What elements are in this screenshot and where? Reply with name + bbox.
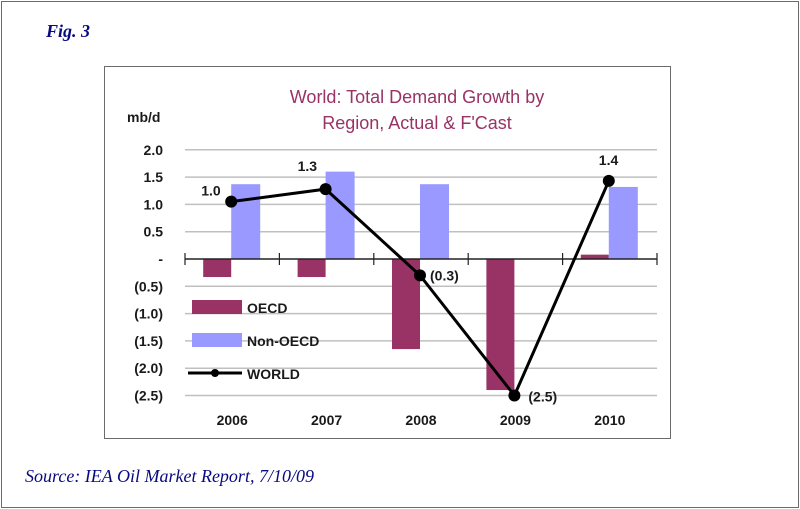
- y-tick-label: -: [158, 251, 163, 267]
- bar-non-oecd-2008: [420, 184, 449, 259]
- bar-non-oecd-2007: [325, 171, 355, 259]
- x-axis-ticks: 2006 2007 2008 2009 2010: [217, 412, 626, 428]
- world-data-label-2007: 1.3: [298, 158, 318, 174]
- x-tick-label: 2008: [405, 412, 436, 428]
- x-tick-label: 2006: [217, 412, 248, 428]
- chart-title-line-1: World: Total Demand Growth by: [290, 87, 544, 107]
- world-data-label-2006: 1.0: [201, 183, 221, 199]
- legend: OECD Non-OECD WORLD: [188, 300, 319, 382]
- legend-label-world: WORLD: [247, 366, 300, 382]
- legend-swatch-oecd: [192, 300, 242, 314]
- demand-growth-chart: World: Total Demand Growth by Region, Ac…: [127, 87, 658, 428]
- y-tick-label: (2.0): [134, 360, 163, 376]
- world-point-2006: [225, 195, 238, 208]
- chart-container: World: Total Demand Growth by Region, Ac…: [104, 66, 671, 439]
- legend-label-oecd: OECD: [247, 300, 287, 316]
- world-point-2007: [319, 183, 332, 196]
- world-point-2008: [414, 269, 426, 282]
- x-tick-label: 2010: [594, 412, 625, 428]
- world-data-label-2009: (2.5): [528, 389, 557, 405]
- x-axis: [184, 253, 658, 265]
- world-data-label-2008: (0.3): [430, 267, 459, 283]
- y-tick-label: 1.0: [144, 196, 164, 212]
- bar-oecd-2006: [203, 259, 232, 278]
- world-point-2010: [602, 174, 615, 187]
- legend-swatch-non-oecd: [192, 333, 242, 347]
- y-tick-label: 2.0: [144, 142, 164, 158]
- legend-label-non-oecd: Non-OECD: [247, 333, 319, 349]
- bar-oecd-2010: [580, 254, 609, 259]
- world-line: 1.0 1.3 (0.3) (2.5) 1.4: [201, 152, 618, 405]
- y-tick-label: (2.5): [134, 388, 163, 404]
- gridlines: [185, 149, 657, 397]
- source-caption: Source: IEA Oil Market Report, 7/10/09: [25, 466, 314, 486]
- y-tick-label: 1.5: [144, 169, 164, 185]
- y-tick-label: (0.5): [134, 278, 163, 294]
- y-axis-label: mb/d: [127, 109, 160, 125]
- y-tick-label: (1.0): [134, 306, 163, 322]
- chart-title-line-2: Region, Actual & F'Cast: [322, 113, 512, 133]
- bar-non-oecd-2006: [231, 184, 261, 259]
- bar-oecd-2009: [486, 259, 515, 391]
- y-axis-ticks: 2.0 1.5 1.0 0.5 - (0.5) (1.0) (1.5) (2.0) (2.5): [134, 142, 163, 404]
- figure-label: Fig. 3: [46, 21, 91, 41]
- world-point-2009: [508, 389, 521, 402]
- y-tick-label: (1.5): [134, 333, 163, 349]
- x-tick-label: 2009: [500, 412, 531, 428]
- y-tick-label: 0.5: [144, 224, 164, 240]
- legend-swatch-world-marker: [211, 369, 219, 377]
- world-data-label-2010: 1.4: [599, 152, 619, 168]
- bar-oecd-2007: [297, 259, 326, 278]
- bar-non-oecd-2010: [608, 186, 638, 259]
- x-tick-label: 2007: [311, 412, 342, 428]
